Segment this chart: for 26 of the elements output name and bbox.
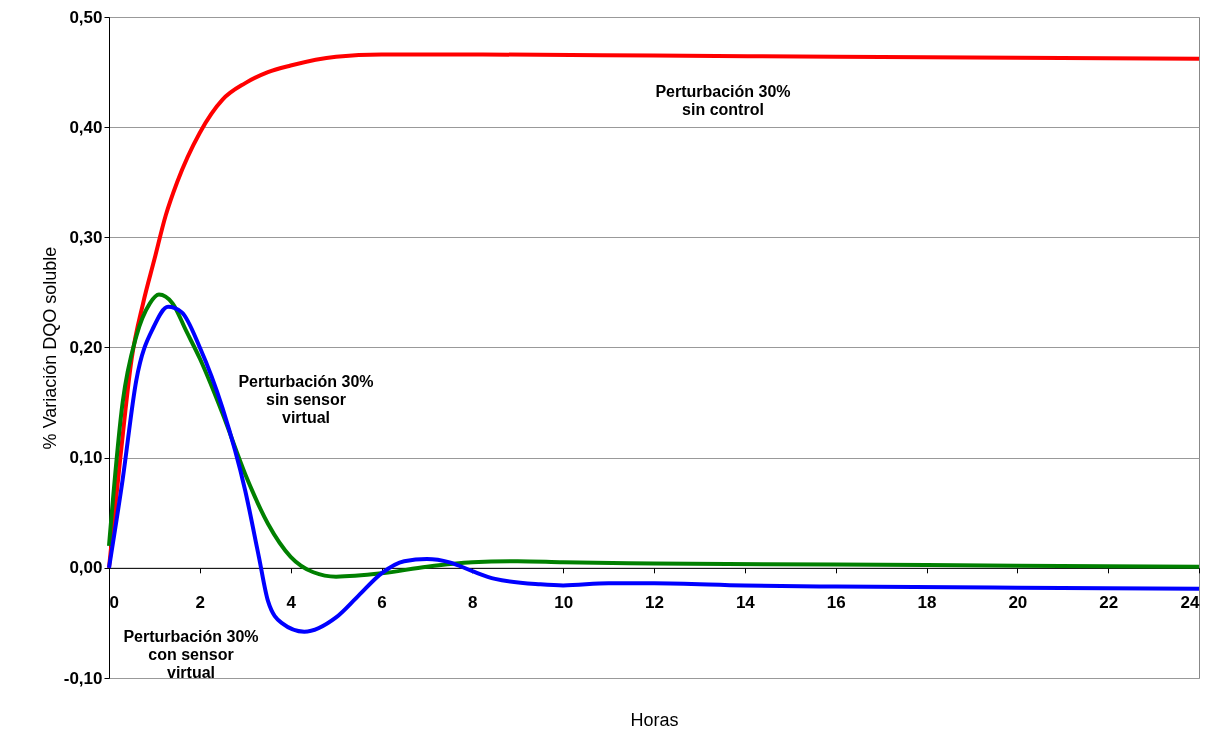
x-tick-label: 4 [286, 593, 297, 613]
x-axis-title: Horas [630, 709, 679, 730]
y-tick-label: 0,10 [69, 448, 103, 468]
line-series [107, 292, 1201, 579]
y-axis-title: % Variación DQO soluble [39, 246, 60, 450]
series-label: Perturbación 30% con sensor virtual [123, 628, 259, 681]
x-tick-label: 10 [554, 593, 574, 613]
x-tick-label: 24 [1180, 593, 1201, 613]
y-tick-label: -0,10 [63, 668, 103, 688]
x-tick-label: 12 [645, 593, 664, 613]
x-tick-label: 0 [109, 593, 119, 613]
x-tick-label: 22 [1099, 593, 1119, 613]
y-tick-label: 0,30 [69, 227, 103, 247]
x-tick-label: 18 [917, 593, 937, 613]
y-tick-label: 0,40 [69, 117, 103, 137]
x-tick-label: 14 [735, 593, 756, 613]
y-tick-label: 0,00 [69, 558, 103, 578]
series-label: Perturbación 30% sin sensor virtual [238, 373, 374, 426]
x-tick-label: 2 [195, 593, 206, 613]
series-label: Perturbación 30% sin control [655, 83, 791, 118]
x-tick-label: 16 [826, 593, 846, 613]
y-tick-label: 0,50 [69, 7, 103, 27]
x-tick-label: 8 [468, 593, 478, 613]
x-tick-label: 20 [1008, 593, 1028, 613]
x-tick-label: 6 [377, 593, 387, 613]
y-tick-label: 0,20 [69, 338, 103, 357]
